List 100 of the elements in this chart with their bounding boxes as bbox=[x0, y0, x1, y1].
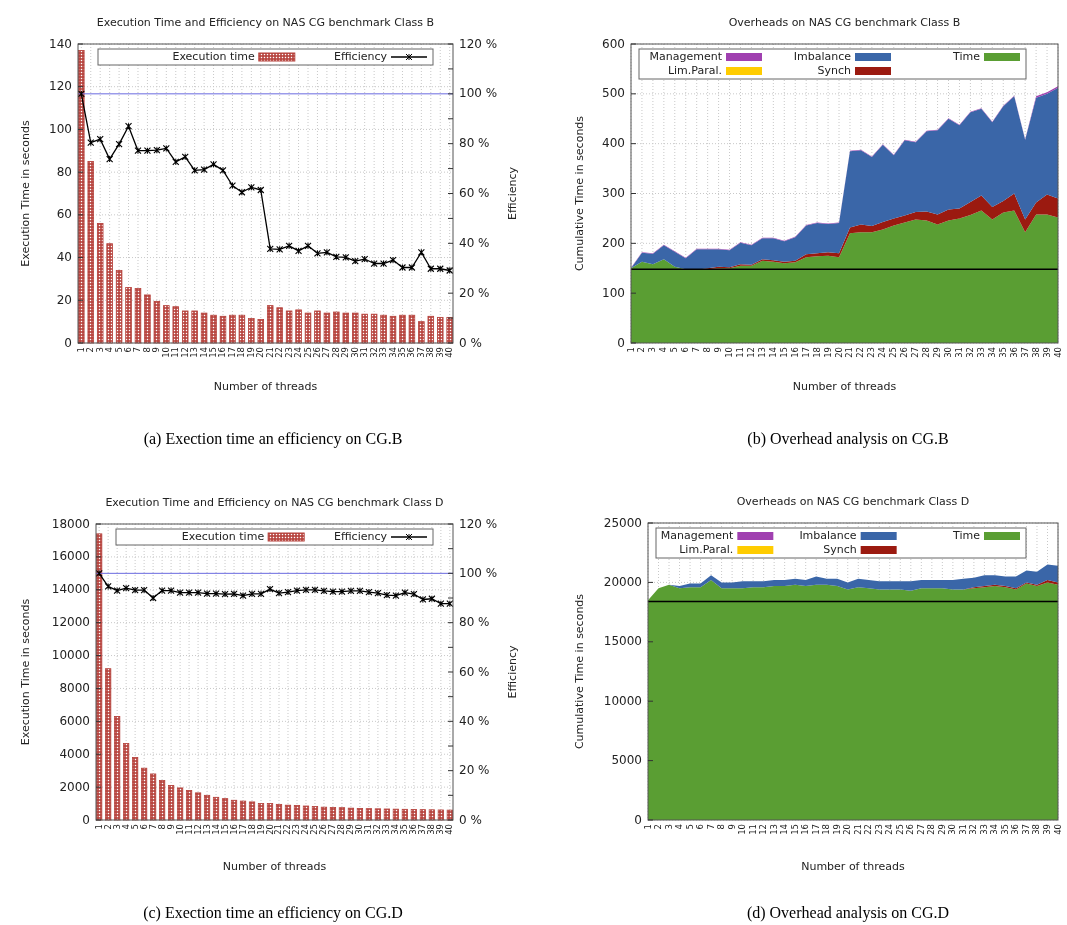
x-tick-label: 17 bbox=[810, 824, 821, 835]
y-tick-label: 0 bbox=[617, 335, 625, 350]
point bbox=[104, 582, 112, 590]
x-tick-label: 39 bbox=[1041, 347, 1052, 358]
x-tick-label: 28 bbox=[926, 824, 937, 835]
y-tick-label: 100 bbox=[49, 121, 72, 136]
x-tick-label: 8 bbox=[141, 347, 152, 353]
x-tick-label: 34 bbox=[986, 347, 997, 358]
y-tick-label: 200 bbox=[602, 235, 625, 250]
x-tick-label: 29 bbox=[936, 824, 947, 835]
point bbox=[158, 587, 166, 595]
x-tick-label: 15 bbox=[208, 347, 219, 358]
point bbox=[437, 600, 445, 608]
point bbox=[203, 590, 211, 598]
x-tick-label: 27 bbox=[915, 824, 926, 835]
x-tick-label: 32 bbox=[964, 347, 975, 358]
legend-label: Imbalance bbox=[793, 50, 852, 63]
bar bbox=[105, 668, 112, 821]
point bbox=[293, 587, 301, 595]
x-tick-label: 27 bbox=[327, 824, 338, 835]
x-tick-label: 25 bbox=[888, 347, 899, 358]
point bbox=[134, 147, 142, 155]
y-tick-label: 8000 bbox=[59, 680, 90, 695]
point bbox=[200, 166, 208, 174]
bar bbox=[257, 803, 265, 821]
legend-label: Time bbox=[952, 50, 981, 63]
x-tick-label: 9 bbox=[165, 824, 176, 830]
bar bbox=[134, 288, 142, 344]
x-tick-label: 12 bbox=[745, 347, 756, 358]
y-tick-label: 0 bbox=[634, 812, 642, 827]
y2-tick-label: 0 % bbox=[459, 335, 482, 350]
bar bbox=[141, 767, 148, 821]
x-tick-label: 37 bbox=[1019, 347, 1030, 358]
point bbox=[167, 587, 175, 595]
legend-label: Management bbox=[649, 50, 723, 63]
bar bbox=[185, 790, 193, 821]
legend-label: Execution time bbox=[172, 50, 256, 63]
text: (b) Overhead analysis on CG.B bbox=[747, 430, 949, 448]
x-tick-label: 16 bbox=[228, 824, 239, 835]
y-tick-label: 14000 bbox=[51, 582, 90, 597]
bar bbox=[167, 785, 175, 821]
bar bbox=[150, 773, 157, 821]
bar bbox=[144, 294, 151, 344]
point bbox=[238, 188, 246, 196]
point bbox=[212, 590, 220, 598]
bar bbox=[266, 803, 274, 821]
x-tick-label: 30 bbox=[354, 824, 365, 835]
x-tick-label: 13 bbox=[756, 347, 767, 358]
y-tick-label: 5000 bbox=[611, 753, 642, 768]
x-tick-label: 6 bbox=[695, 824, 706, 830]
y2-tick-label: 60 % bbox=[459, 186, 490, 200]
y2-tick-label: 100 % bbox=[459, 86, 498, 101]
x-tick-label: 17 bbox=[226, 347, 237, 358]
x-tick-label: 20 bbox=[833, 347, 844, 358]
y-tick-label: 80 bbox=[56, 164, 72, 179]
point bbox=[153, 146, 161, 154]
x-tick-label: 14 bbox=[198, 347, 209, 358]
x-tick-label: 5 bbox=[113, 347, 124, 353]
x-tick-label: 2 bbox=[636, 347, 647, 353]
x-tick-label: 3 bbox=[94, 347, 105, 353]
x-tick-label: 33 bbox=[381, 824, 392, 835]
point bbox=[408, 263, 416, 272]
point bbox=[347, 587, 355, 595]
y2-tick-label: 60 % bbox=[459, 664, 490, 679]
x-tick-label: 8 bbox=[716, 824, 727, 830]
point bbox=[210, 160, 218, 168]
point bbox=[342, 253, 350, 261]
x-tick-label: 16 bbox=[217, 347, 228, 358]
x-tick-label: 38 bbox=[1031, 824, 1042, 835]
x-tick-label: 32 bbox=[368, 347, 379, 358]
text: (c) Exection time an efficiency on CG.D bbox=[143, 904, 403, 922]
y-tick-label: 16000 bbox=[51, 549, 90, 564]
x-tick-label: 25 bbox=[309, 824, 320, 835]
point bbox=[194, 589, 202, 597]
x-tick-label: 8 bbox=[702, 347, 713, 353]
point bbox=[383, 591, 391, 599]
bar bbox=[172, 306, 179, 344]
bar bbox=[266, 305, 274, 344]
y-tick-label: 60 bbox=[56, 207, 72, 222]
point bbox=[304, 242, 312, 250]
x-tick-label: 23 bbox=[291, 824, 302, 835]
x-tick-label: 17 bbox=[237, 824, 248, 835]
x-tick-label: 12 bbox=[179, 347, 190, 358]
point bbox=[191, 166, 199, 174]
point bbox=[257, 590, 265, 598]
point bbox=[313, 249, 321, 257]
x-tick-label: 33 bbox=[978, 824, 989, 835]
x-tick-label: 2 bbox=[102, 824, 113, 830]
x-tick-label: 9 bbox=[151, 347, 162, 353]
point bbox=[115, 140, 123, 148]
point bbox=[295, 247, 303, 255]
x-tick-label: 36 bbox=[406, 347, 417, 358]
x-tick-label: 40 bbox=[444, 347, 455, 358]
x-tick-label: 7 bbox=[705, 824, 716, 830]
x-tick-label: 34 bbox=[390, 824, 401, 835]
x-tick-label: 11 bbox=[183, 824, 194, 835]
x-tick-label: 26 bbox=[899, 347, 910, 358]
x-tick-label: 30 bbox=[943, 347, 954, 358]
x-tick-label: 13 bbox=[768, 824, 779, 835]
x-axis-title: Number of threads bbox=[213, 380, 318, 393]
